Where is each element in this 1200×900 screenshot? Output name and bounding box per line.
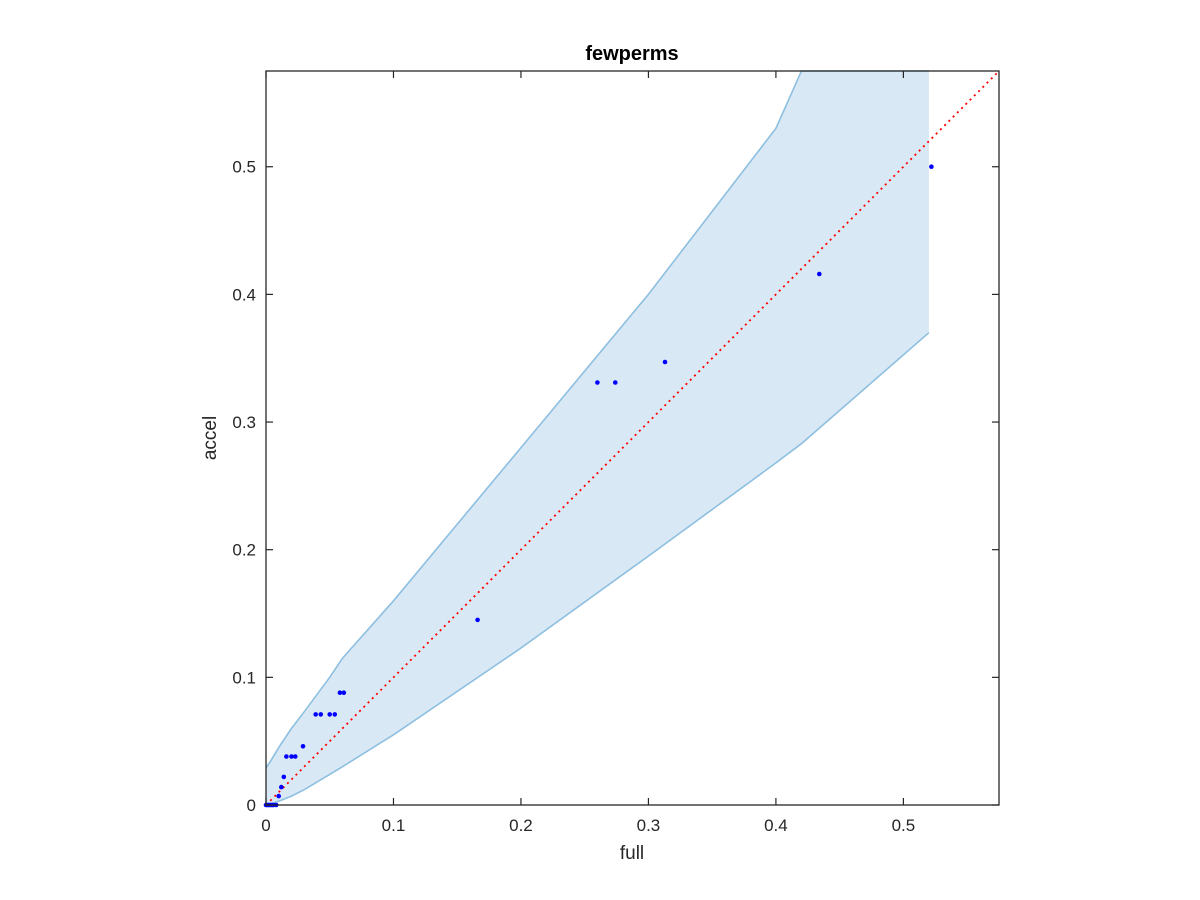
data-point xyxy=(293,754,298,759)
data-point xyxy=(595,380,600,385)
data-point xyxy=(318,712,324,717)
y-tick-label: 0 xyxy=(247,796,256,815)
identity-line xyxy=(265,70,1000,806)
x-tick-label: 0.5 xyxy=(892,816,916,835)
y-tick-label: 0.1 xyxy=(232,668,256,687)
data-point xyxy=(284,754,289,759)
data-point xyxy=(332,712,338,717)
y-tick-label: 0.3 xyxy=(232,413,256,432)
band-lower-edge xyxy=(265,332,930,806)
plot-frame xyxy=(265,70,1000,806)
y-axis-label: accel xyxy=(200,416,221,460)
y-tick-label: 0.4 xyxy=(232,285,256,304)
x-axis-label: full xyxy=(620,843,644,864)
x-tick-label: 0.1 xyxy=(382,816,406,835)
data-point xyxy=(817,271,822,277)
data-point xyxy=(313,712,319,717)
y-tick-label: 0.2 xyxy=(232,541,256,560)
ticks: 0 0.1 0.2 0.3 0.4 0.5 0 0.1 0.2 0.3 0.4 0.5 xyxy=(232,71,999,835)
data-point xyxy=(337,690,343,695)
chart-title: fewperms xyxy=(585,43,678,65)
x-tick-label: 0.4 xyxy=(764,816,788,835)
axes-box xyxy=(265,70,1000,806)
data-point xyxy=(929,164,934,169)
diagonal-reference-line xyxy=(265,70,1000,806)
x-tick-label: 0.2 xyxy=(509,816,533,835)
data-point xyxy=(341,690,347,695)
data-point xyxy=(613,380,618,385)
data-point xyxy=(281,774,287,780)
band-upper-edge xyxy=(265,70,929,769)
y-tick-label: 0.5 xyxy=(232,158,256,177)
data-point xyxy=(300,744,306,749)
data-point xyxy=(276,793,282,799)
data-point xyxy=(289,754,294,759)
data-point xyxy=(327,712,333,717)
x-tick-label: 0 xyxy=(261,816,270,835)
confidence-band xyxy=(265,70,930,806)
band-fill xyxy=(266,71,929,805)
data-point xyxy=(475,617,480,623)
data-point xyxy=(279,784,284,790)
data-point xyxy=(662,359,668,365)
x-tick-label: 0.3 xyxy=(637,816,661,835)
